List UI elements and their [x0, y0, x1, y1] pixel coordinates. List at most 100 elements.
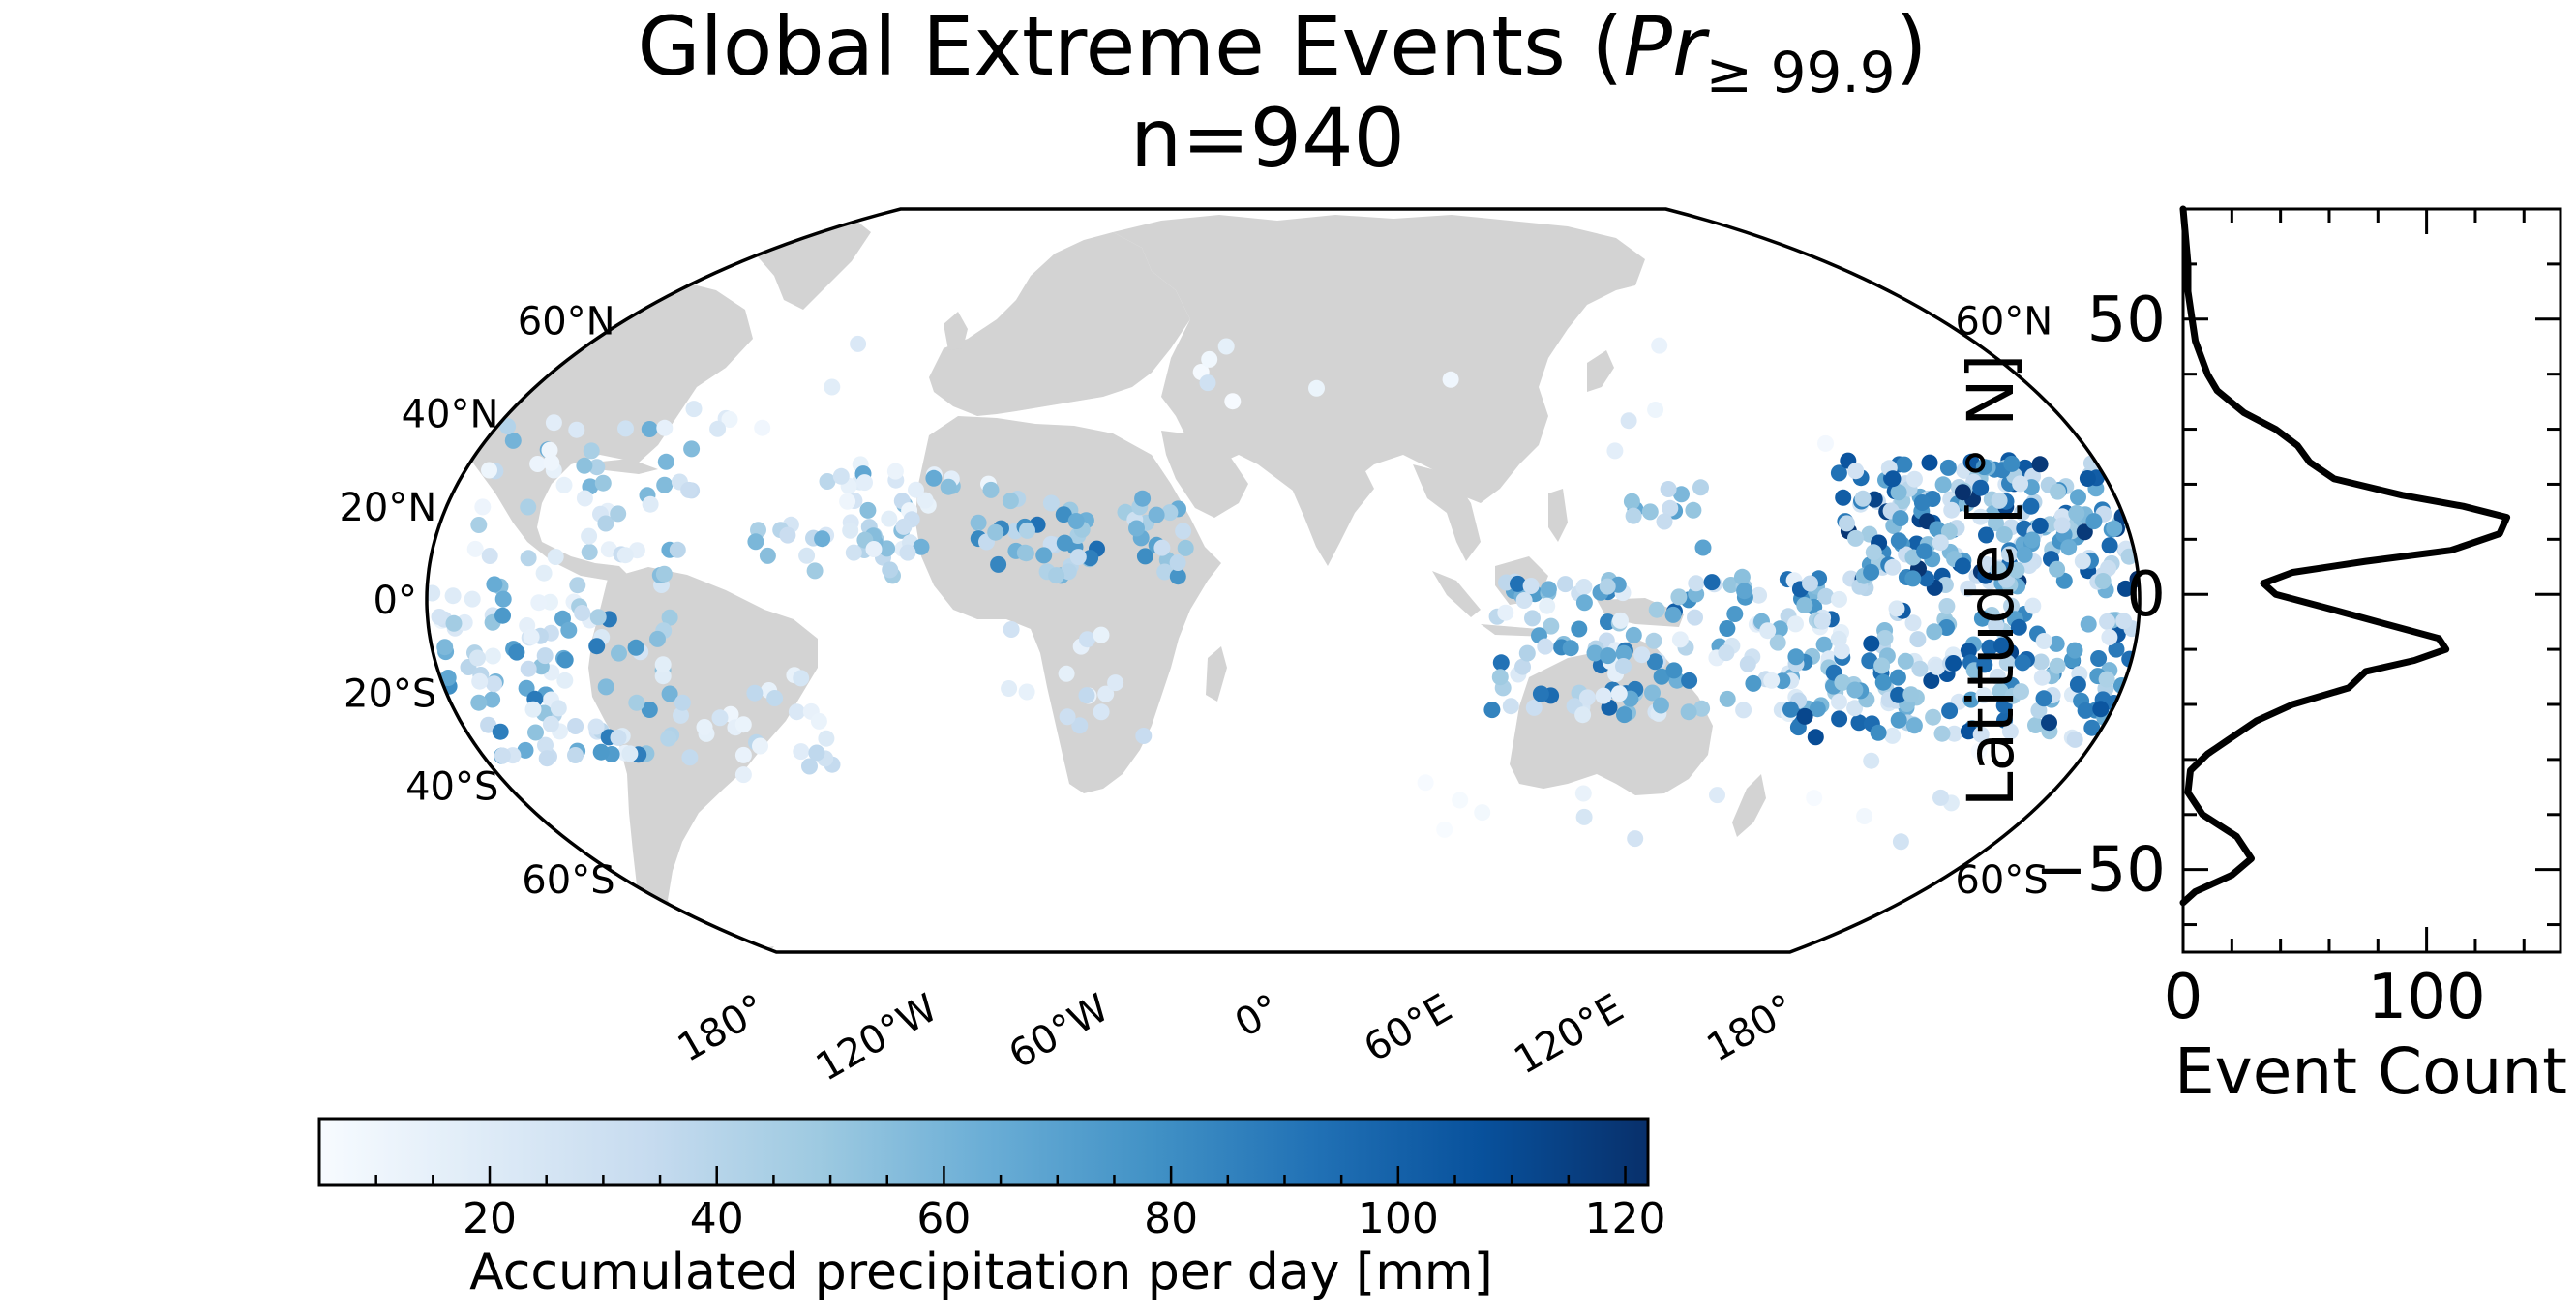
event-point: [1633, 646, 1651, 664]
event-point: [1562, 640, 1579, 657]
colorbar-ticks: 20 40 60 80 100 120: [374, 1166, 1666, 1243]
event-point: [1652, 697, 1669, 714]
event-point: [499, 418, 517, 435]
event-point: [1973, 610, 1991, 627]
land-madagascar: [1206, 646, 1227, 702]
event-point: [1938, 598, 1956, 614]
event-point: [839, 493, 856, 510]
event-point: [1802, 575, 1818, 592]
event-point: [2115, 613, 2133, 630]
event-point: [1134, 490, 1152, 507]
event-point: [524, 701, 542, 718]
colorbar-tick-label: 80: [1144, 1194, 1198, 1243]
event-point: [1308, 379, 1325, 397]
event-point: [611, 644, 627, 662]
event-point: [520, 660, 537, 677]
event-point: [1796, 597, 1813, 613]
event-point: [1981, 639, 1998, 656]
event-point: [621, 745, 639, 762]
event-point: [2069, 675, 2086, 693]
event-point: [1861, 652, 1878, 670]
event-point: [1939, 459, 1957, 476]
event-point: [1688, 575, 1705, 592]
latitude-labels: 60°N 40°N 20°N 0° 20°S 40°S 60°S 60°N 60°S: [339, 299, 2052, 903]
event-point: [1892, 510, 1909, 527]
event-point: [1692, 479, 1709, 496]
event-point: [1644, 684, 1661, 702]
event-point: [1093, 703, 1110, 721]
event-point: [1175, 523, 1192, 540]
event-point: [1941, 702, 1959, 720]
event-point: [1169, 568, 1186, 585]
land-arctic-islands: [542, 211, 677, 234]
event-point: [1960, 580, 1977, 597]
event-point: [2055, 572, 2073, 589]
event-point: [1417, 774, 1434, 792]
event-point: [2092, 701, 2110, 718]
event-point: [2049, 560, 2066, 578]
event-point: [680, 481, 698, 498]
event-point: [1048, 567, 1065, 584]
event-point: [1925, 708, 1942, 726]
lat-label: 20°S: [344, 672, 436, 716]
event-point: [641, 702, 658, 718]
event-point: [1615, 658, 1632, 674]
title-subscript: ≥ 99.9: [1706, 40, 1896, 105]
event-point: [1719, 690, 1736, 707]
event-point: [1736, 583, 1753, 600]
event-point: [1524, 610, 1541, 627]
event-point: [545, 414, 562, 432]
event-point: [1518, 644, 1536, 662]
event-point: [641, 421, 658, 437]
event-point: [734, 746, 752, 763]
event-point: [1586, 644, 1603, 662]
event-point: [1693, 700, 1711, 717]
event-point: [856, 474, 873, 492]
event-point: [1835, 489, 1852, 506]
event-point: [2060, 539, 2078, 556]
event-point: [1543, 617, 1560, 635]
event-point: [899, 544, 916, 561]
event-point: [1923, 672, 1940, 689]
event-point: [1199, 374, 1216, 392]
event-point: [1978, 526, 1994, 544]
event-point: [747, 533, 764, 551]
event-point: [1735, 702, 1752, 719]
event-point: [1148, 506, 1165, 523]
lat-label: 0°: [374, 579, 417, 623]
lat-label: 20°N: [339, 486, 436, 530]
title-text: Global Extreme Events (: [638, 0, 1624, 94]
event-point: [1813, 613, 1831, 630]
land-greenland: [735, 211, 871, 310]
kde-xlabel: Event Count: [2174, 1034, 2567, 1109]
event-point: [583, 442, 600, 460]
event-point: [656, 476, 674, 493]
event-point: [581, 544, 598, 560]
event-point: [1574, 785, 1592, 802]
event-point: [556, 672, 574, 689]
event-point: [574, 605, 591, 621]
event-point: [1483, 702, 1501, 719]
event-point: [842, 522, 859, 539]
event-point: [793, 743, 810, 761]
kde-axes-frame: [2181, 207, 2562, 954]
event-point: [818, 730, 835, 747]
event-point: [1831, 590, 1847, 608]
colorbar-gradient: [317, 1117, 1650, 1187]
event-point: [569, 577, 586, 594]
event-point: [1595, 687, 1612, 704]
event-point: [494, 590, 512, 608]
event-point: [734, 766, 752, 784]
event-point: [1571, 620, 1588, 638]
lat-label: 40°N: [402, 393, 499, 437]
event-point: [494, 607, 511, 624]
event-point: [1600, 647, 1617, 665]
event-point: [1539, 597, 1556, 614]
event-point: [527, 724, 544, 741]
event-point: [879, 540, 896, 557]
event-point: [1846, 700, 1864, 717]
event-point: [474, 498, 492, 516]
event-point: [1988, 616, 2004, 634]
event-point: [1651, 337, 1668, 354]
event-point: [628, 694, 645, 711]
